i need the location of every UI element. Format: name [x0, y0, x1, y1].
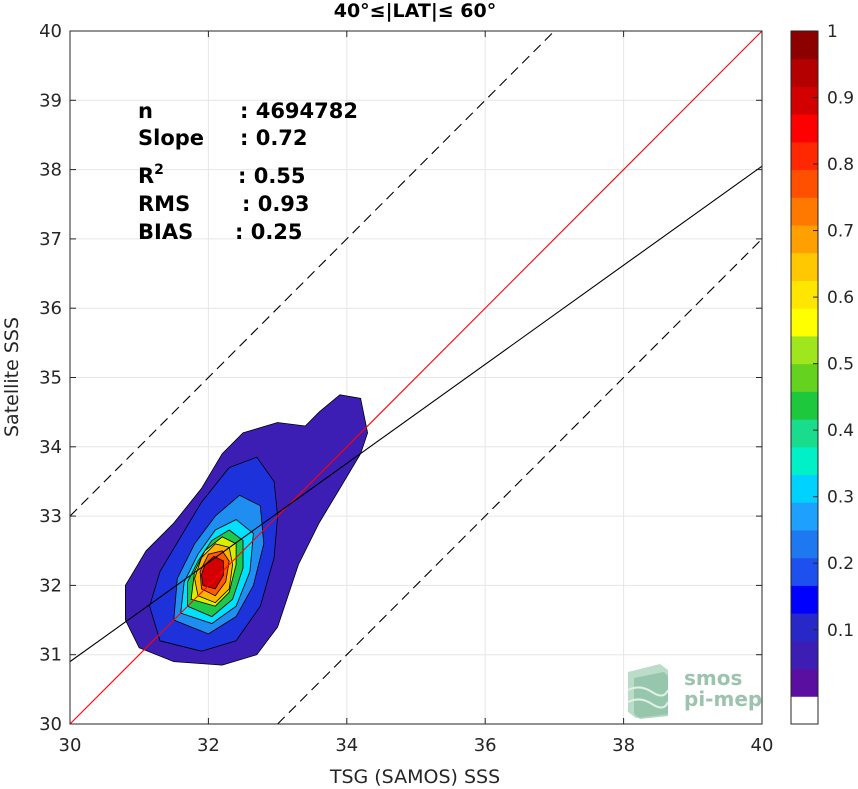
- logo-text-pimep: pi-mep: [684, 687, 762, 711]
- y-axis-label: Satellite SSS: [1, 317, 23, 437]
- y-tick-label: 33: [39, 506, 62, 527]
- colorbar-segment: [791, 363, 818, 392]
- colorbar-segment: [791, 640, 818, 670]
- reference-lines: [69, 30, 763, 725]
- colorbar-segment: [791, 613, 818, 642]
- chart-title: 40°≤|LAT|≤ 60°: [334, 0, 497, 22]
- upper-bound-line: [69, 30, 555, 517]
- colorbar-tick-label: 0.4: [827, 421, 854, 441]
- colorbar-segment: [791, 696, 818, 725]
- colorbar-tick-label: 0.5: [827, 355, 854, 375]
- lower-bound-line: [277, 238, 763, 725]
- stat-value: : 0.25: [235, 220, 303, 244]
- stat-label: R2: [138, 162, 164, 188]
- y-tick-label: 35: [39, 368, 62, 389]
- stat-label: RMS: [138, 192, 190, 216]
- colorbar-ticks: 0.1 0.2 0.3 0.4 0.5 0.6 0.7 0.8 0.9 1: [813, 22, 854, 641]
- colorbar-segment: [791, 557, 818, 586]
- colorbar-segment: [791, 585, 818, 614]
- colorbar-segment: [791, 252, 818, 281]
- colorbar-segment: [791, 31, 818, 60]
- contour-level: [201, 555, 225, 590]
- y-axis-ticks: 30 31 32 33 34 35 36 37 38 39 40: [39, 21, 762, 735]
- x-tick-label: 30: [59, 735, 82, 756]
- stats-annotation: n : 4694782 Slope : 0.72 R2 : 0.55 RMS : 0.93 BI…: [138, 99, 358, 244]
- colorbar-tick-label: 0.2: [827, 554, 854, 574]
- colorbar-segment: [791, 502, 818, 531]
- y-tick-label: 36: [39, 298, 62, 319]
- x-tick-label: 34: [335, 735, 358, 756]
- colorbar-segment: [791, 86, 818, 115]
- colorbar-segment: [791, 335, 818, 365]
- y-tick-label: 38: [39, 160, 62, 181]
- x-tick-label: 40: [751, 735, 774, 756]
- x-tick-label: 36: [474, 735, 497, 756]
- stat-value: : 0.72: [240, 126, 308, 150]
- colorbar-tick-label: 0.7: [827, 222, 854, 242]
- colorbar-segment: [791, 474, 818, 503]
- stat-label: BIAS: [138, 220, 193, 244]
- x-tick-label: 32: [197, 735, 220, 756]
- x-axis-ticks: 30 32 34 36 38 40: [59, 31, 774, 756]
- colorbar-segment: [791, 58, 818, 87]
- identity-line: [69, 30, 763, 725]
- stat-value: : 4694782: [240, 99, 358, 123]
- y-tick-label: 40: [39, 21, 62, 42]
- colorbar-segment: [791, 225, 818, 254]
- contour-layer: [125, 394, 369, 666]
- colorbar-segment: [791, 114, 818, 143]
- stat-value: : 0.55: [238, 164, 306, 188]
- colorbar-segment: [791, 308, 818, 337]
- stat-value: : 0.93: [242, 192, 310, 216]
- colorbar-segment: [791, 169, 818, 198]
- colorbar-segment: [791, 280, 818, 309]
- stat-label: n: [138, 99, 153, 123]
- y-tick-label: 32: [39, 575, 62, 596]
- colorbar-tick-label: 0.8: [827, 155, 854, 175]
- logo-graphic-icon: [627, 664, 669, 719]
- y-tick-label: 31: [39, 645, 62, 666]
- x-tick-label: 38: [612, 735, 635, 756]
- colorbar-tick-label: 1: [827, 22, 838, 42]
- colorbar-segment: [791, 391, 818, 420]
- colorbar-tick-label: 0.6: [827, 288, 854, 308]
- x-axis-label: TSG (SAMOS) SSS: [329, 766, 500, 788]
- colorbar: [790, 30, 819, 725]
- colorbar-segment: [791, 419, 818, 448]
- logo-text-smos: smos: [684, 666, 742, 690]
- colorbar-tick-label: 0.3: [827, 488, 854, 508]
- colorbar-segment: [791, 197, 818, 226]
- colorbar-segment: [791, 668, 818, 697]
- stat-label: Slope: [138, 126, 204, 150]
- colorbar-frame: [790, 30, 819, 725]
- colorbar-tick-label: 0.1: [827, 621, 854, 641]
- smos-pi-mep-logo: smos pi-mep: [627, 664, 762, 719]
- y-tick-label: 37: [39, 229, 62, 250]
- y-tick-label: 39: [39, 90, 62, 111]
- colorbar-segment: [791, 141, 818, 171]
- colorbar-segment: [791, 446, 818, 476]
- y-tick-label: 34: [39, 437, 62, 458]
- colorbar-tick-label: 0.9: [827, 89, 854, 109]
- regression-line: [69, 165, 763, 663]
- y-tick-label: 30: [39, 714, 62, 735]
- colorbar-segment: [791, 529, 818, 559]
